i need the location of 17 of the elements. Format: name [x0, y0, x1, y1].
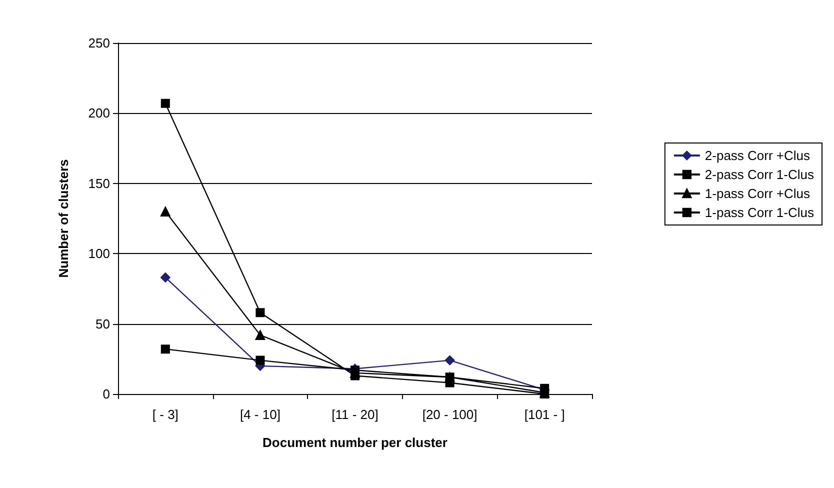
x-tick-label: [4 - 10]	[240, 407, 280, 422]
y-tick-label: 50	[96, 316, 110, 332]
legend-label: 2-pass Corr +Clus	[704, 148, 811, 163]
y-tick-label: 250	[88, 36, 110, 50]
y-tick-label: 100	[88, 246, 110, 262]
x-tick-label: [11 - 20]	[332, 407, 378, 422]
y-axis-title: Number of clusters	[56, 159, 71, 278]
y-tick-label: 200	[88, 106, 110, 121]
x-tick-label: [101 - ]	[524, 407, 565, 422]
y-tick-label: 150	[88, 176, 110, 191]
legend-label: 2-pass Corr 1-Clus	[704, 167, 814, 182]
x-tick-label: [20 - 100]	[422, 407, 478, 422]
legend-label: 1-pass Corr 1-Clus	[704, 205, 814, 220]
y-tick-label: 0	[102, 386, 110, 402]
x-tick-label: [ - 3]	[152, 407, 178, 422]
legend-label: 1-pass Corr +Clus	[704, 186, 811, 201]
x-axis-title: Document number per cluster	[262, 435, 448, 450]
